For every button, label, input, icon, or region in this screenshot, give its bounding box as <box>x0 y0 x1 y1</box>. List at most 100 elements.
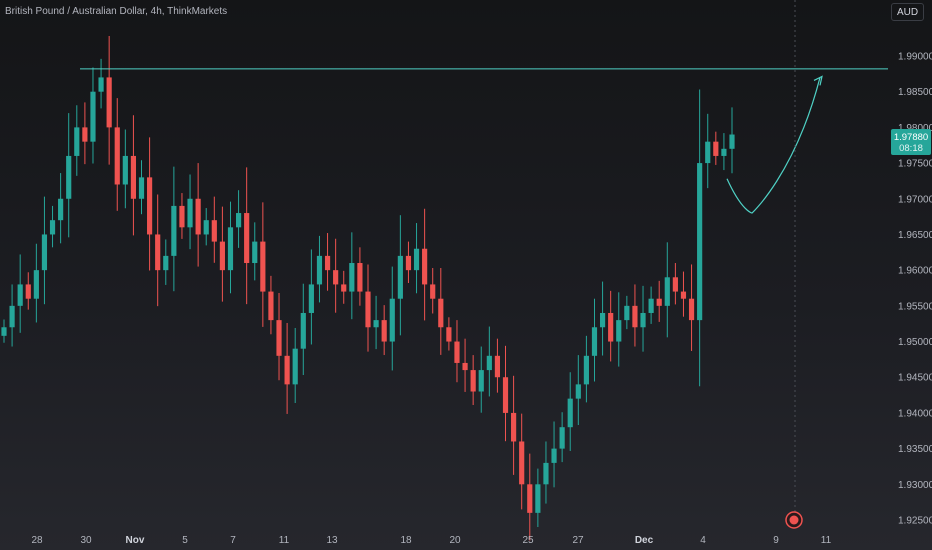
candle-body <box>478 370 484 392</box>
price-tick-label: 1.95500 <box>898 301 932 312</box>
candle-body <box>357 263 363 292</box>
candle-body <box>672 277 678 292</box>
candle-body <box>527 484 533 513</box>
candle-body <box>705 141 711 164</box>
candle-body <box>9 305 15 328</box>
candle-body <box>511 412 517 442</box>
candle-body <box>381 320 387 342</box>
candle-body <box>624 305 630 321</box>
price-tick-label: 1.96500 <box>898 230 932 241</box>
time-tick-label: 5 <box>182 535 188 546</box>
candle-body <box>203 220 209 235</box>
candle-body <box>98 77 104 92</box>
time-tick-label: Nov <box>126 535 145 546</box>
candle-body <box>58 198 64 221</box>
candle-body <box>227 227 234 271</box>
time-tick-label: 11 <box>279 535 290 546</box>
price-axis[interactable]: 1.99000 1.98500 1.98000 1.97500 1.97000 1.965… <box>898 52 932 527</box>
price-tick-label: 1.97500 <box>898 159 932 170</box>
price-tick-label: 1.92500 <box>898 516 932 527</box>
price-tick-label: 1.97000 <box>898 194 932 205</box>
price-tick-label: 1.93000 <box>898 480 932 491</box>
projection-arrow[interactable] <box>726 77 821 214</box>
price-tick-label: 1.94000 <box>898 408 932 419</box>
candle-body <box>82 127 88 142</box>
candle-body <box>187 198 193 228</box>
candle-body <box>697 163 703 321</box>
candle-body <box>179 205 185 228</box>
candle-body <box>252 241 258 264</box>
time-tick-label: 20 <box>449 535 461 546</box>
candle-body <box>648 298 654 313</box>
time-tick-label: 13 <box>326 535 338 546</box>
candle-body <box>664 277 670 306</box>
currency-button[interactable]: AUD <box>891 3 924 21</box>
candle-body <box>244 213 250 264</box>
candle-body <box>235 213 242 228</box>
candle-body <box>462 362 468 371</box>
candle-body <box>430 284 436 299</box>
candle-body <box>721 148 727 156</box>
candle-body <box>260 241 266 292</box>
candle-body <box>470 370 476 392</box>
time-tick-label: 9 <box>773 535 779 546</box>
time-tick-label: Dec <box>635 535 654 546</box>
candle-body <box>519 441 525 485</box>
time-axis[interactable]: 28 30 Nov 5 7 11 13 18 20 25 27 Dec 4 9 11 <box>31 535 831 546</box>
candle-body <box>17 284 23 306</box>
arrowhead-icon <box>813 75 823 86</box>
candle-body <box>284 355 290 385</box>
candle-body <box>147 177 153 235</box>
candle-body <box>155 234 161 271</box>
candle-body <box>33 270 39 299</box>
candle-body <box>486 355 492 371</box>
candle-body <box>324 255 331 271</box>
candle-body <box>616 320 622 342</box>
candle-body <box>551 448 557 463</box>
time-tick-label: 30 <box>80 535 92 546</box>
candle-body <box>656 298 662 306</box>
candle-body <box>66 155 72 199</box>
price-tick-label: 1.95000 <box>898 337 932 348</box>
candle-body <box>494 355 501 378</box>
candle-body <box>1 327 7 336</box>
candle-body <box>130 155 137 199</box>
candle-body <box>316 255 323 285</box>
candle-body <box>640 312 646 328</box>
candle-body <box>397 255 403 299</box>
candle-body <box>138 177 145 199</box>
price-tick-label: 1.94500 <box>898 373 932 384</box>
candle-body <box>292 348 298 385</box>
candle-body <box>106 77 112 128</box>
last-price-tag: 1.97880 08:18 <box>891 129 931 155</box>
candle-body <box>559 427 565 449</box>
candle-body <box>413 248 420 271</box>
candle-body <box>195 198 201 235</box>
candle-body <box>583 355 589 385</box>
candle-body <box>543 462 549 485</box>
candle-body <box>276 320 282 356</box>
candle-body <box>454 341 460 363</box>
candle-body <box>713 141 719 156</box>
candle-body <box>575 384 581 399</box>
time-tick-label: 11 <box>821 535 832 546</box>
candle-body <box>729 134 735 149</box>
candle-body <box>591 327 598 356</box>
chart-title: British Pound / Australian Dollar, 4h, T… <box>5 6 228 17</box>
candle-body <box>438 298 444 328</box>
candles-layer <box>1 36 735 541</box>
replay-icon[interactable] <box>785 511 803 529</box>
price-tick-label: 1.98000 <box>898 123 932 134</box>
candle-body <box>389 298 395 342</box>
time-tick-label: 7 <box>230 535 236 546</box>
candle-body <box>365 291 371 328</box>
candle-body <box>688 298 695 321</box>
candle-body <box>502 377 509 413</box>
last-price: 1.97880 <box>894 132 928 143</box>
candle-body <box>268 291 274 321</box>
candle-body <box>308 284 314 313</box>
candle-body <box>74 127 80 156</box>
candle-body <box>567 398 573 428</box>
price-tick-label: 1.99000 <box>898 52 932 63</box>
